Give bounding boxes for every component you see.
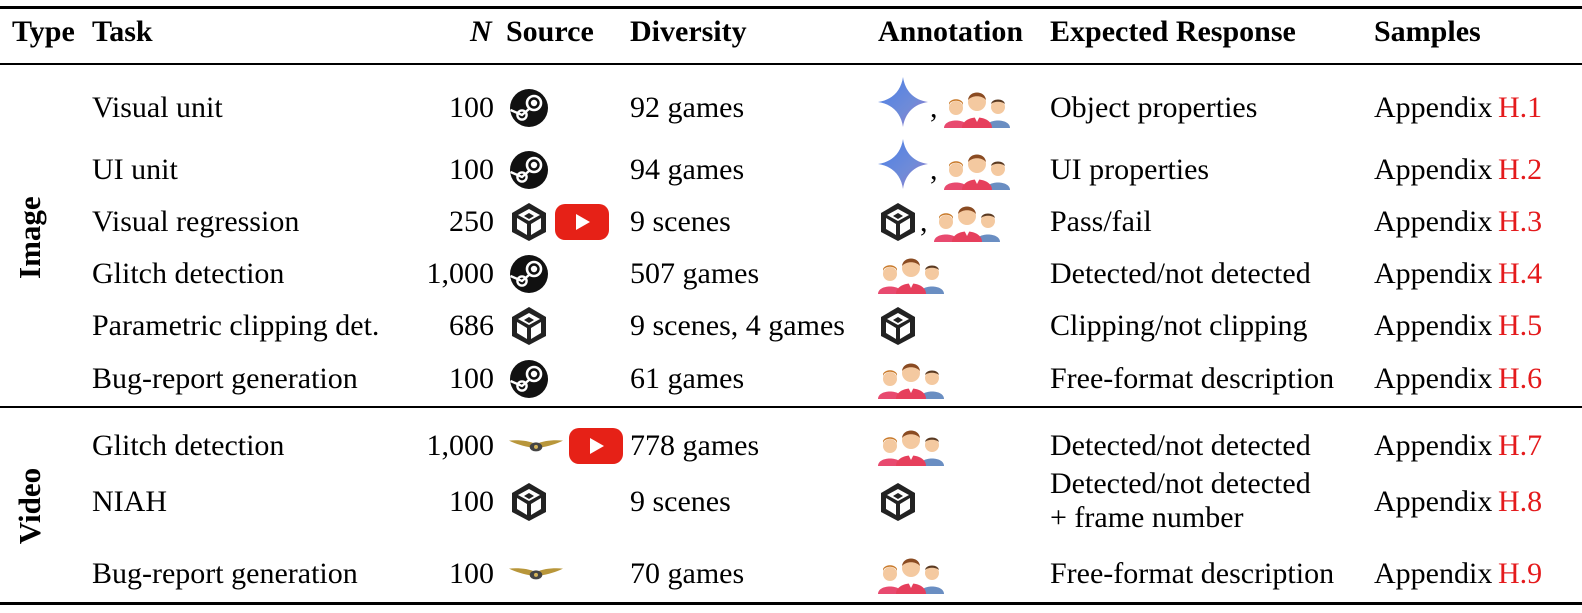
samples-appendix-link[interactable]: H.6 xyxy=(1498,362,1543,395)
samples-prefix: Appendix xyxy=(1374,557,1493,590)
header-n: N xyxy=(470,15,492,48)
youtube-icon xyxy=(569,426,623,466)
samples-appendix-link[interactable]: H.7 xyxy=(1498,429,1543,462)
header-annotation: Annotation xyxy=(878,15,1024,48)
human-annotators-icon xyxy=(934,202,1000,242)
n-cell: 100 xyxy=(449,153,494,186)
n-cell: 250 xyxy=(449,205,494,238)
samples-appendix-link[interactable]: H.1 xyxy=(1498,91,1543,124)
expected-response-cell: Detected/not detected xyxy=(1050,257,1311,290)
samples-appendix-link[interactable]: H.2 xyxy=(1498,153,1543,186)
diversity-cell: 507 games xyxy=(630,257,760,290)
task-cell: Glitch detection xyxy=(92,257,285,290)
header-source: Source xyxy=(506,15,594,48)
human-annotators-icon xyxy=(944,150,1010,190)
diversity-cell: 70 games xyxy=(630,557,745,590)
expected-response-cell: Pass/fail xyxy=(1050,205,1152,238)
n-cell: 100 xyxy=(449,362,494,395)
header-type: Type xyxy=(12,15,75,48)
human-annotators-icon xyxy=(878,426,944,466)
task-cell: Bug-report generation xyxy=(92,557,358,590)
top-rule xyxy=(0,6,1582,9)
steam-icon xyxy=(509,254,549,294)
expected-response-cell-line2: + frame number xyxy=(1050,501,1244,534)
header-samples: Samples xyxy=(1374,15,1481,48)
diversity-cell: 92 games xyxy=(630,91,745,124)
expected-response-cell: Clipping/not clipping xyxy=(1050,309,1308,342)
winged-badge-icon xyxy=(509,564,563,584)
annotation-separator: , xyxy=(930,91,938,124)
samples-prefix: Appendix xyxy=(1374,429,1493,462)
samples-appendix-link[interactable]: H.3 xyxy=(1498,205,1543,238)
samples-prefix: Appendix xyxy=(1374,485,1493,518)
n-cell: 100 xyxy=(449,557,494,590)
n-cell: 100 xyxy=(449,485,494,518)
human-annotators-icon xyxy=(944,88,1010,128)
n-cell: 686 xyxy=(449,309,494,342)
winged-badge-icon xyxy=(509,436,563,456)
samples-appendix-link[interactable]: H.4 xyxy=(1498,257,1543,290)
expected-response-cell: Object properties xyxy=(1050,91,1258,124)
group-divider-rule xyxy=(0,406,1582,408)
task-cell: Visual unit xyxy=(92,91,223,124)
expected-response-cell: Free-format description xyxy=(1050,557,1335,590)
header-expected-response: Expected Response xyxy=(1050,15,1296,48)
task-cell: Bug-report generation xyxy=(92,362,358,395)
unity-icon xyxy=(878,306,918,346)
group-label-video: Video xyxy=(12,467,47,545)
human-annotators-icon xyxy=(878,359,944,399)
samples-prefix: Appendix xyxy=(1374,91,1493,124)
samples-prefix: Appendix xyxy=(1374,205,1493,238)
human-annotators-icon xyxy=(878,254,944,294)
annotation-separator: , xyxy=(930,153,938,186)
task-cell: Visual regression xyxy=(92,205,300,238)
unity-icon xyxy=(509,202,549,242)
steam-icon xyxy=(509,150,549,190)
diversity-cell: 9 scenes xyxy=(630,485,731,518)
diversity-cell: 94 games xyxy=(630,153,745,186)
diversity-cell: 9 scenes, 4 games xyxy=(630,309,845,342)
task-cell: Parametric clipping det. xyxy=(92,309,380,342)
gemini-sparkle-icon xyxy=(878,77,928,127)
unity-icon xyxy=(878,482,918,522)
samples-appendix-link[interactable]: H.5 xyxy=(1498,309,1543,342)
unity-icon xyxy=(509,306,549,346)
samples-appendix-link[interactable]: H.8 xyxy=(1498,485,1543,518)
n-cell: 100 xyxy=(449,91,494,124)
gemini-sparkle-icon xyxy=(878,139,928,189)
expected-response-cell: Detected/not detected xyxy=(1050,429,1311,462)
group-label-image: Image xyxy=(12,196,47,279)
header-task: Task xyxy=(92,15,153,48)
bottom-rule xyxy=(0,602,1582,605)
human-annotators-icon xyxy=(878,554,944,594)
youtube-icon xyxy=(555,202,609,242)
steam-icon xyxy=(509,359,549,399)
n-cell: 1,000 xyxy=(426,257,495,290)
header-rule xyxy=(0,63,1582,65)
n-cell: 1,000 xyxy=(426,429,495,462)
steam-icon xyxy=(509,88,549,128)
task-cell: Glitch detection xyxy=(92,429,285,462)
samples-appendix-link[interactable]: H.9 xyxy=(1498,557,1543,590)
samples-prefix: Appendix xyxy=(1374,309,1493,342)
expected-response-cell: Free-format description xyxy=(1050,362,1335,395)
header-diversity: Diversity xyxy=(630,15,747,48)
annotation-separator: , xyxy=(920,205,928,238)
diversity-cell: 778 games xyxy=(630,429,760,462)
samples-prefix: Appendix xyxy=(1374,257,1493,290)
unity-icon xyxy=(509,482,549,522)
expected-response-cell: Detected/not detected xyxy=(1050,467,1311,500)
diversity-cell: 9 scenes xyxy=(630,205,731,238)
expected-response-cell: UI properties xyxy=(1050,153,1210,186)
unity-icon xyxy=(878,202,918,242)
diversity-cell: 61 games xyxy=(630,362,745,395)
samples-prefix: Appendix xyxy=(1374,362,1493,395)
task-cell: UI unit xyxy=(92,153,178,186)
task-cell: NIAH xyxy=(92,485,167,518)
samples-prefix: Appendix xyxy=(1374,153,1493,186)
